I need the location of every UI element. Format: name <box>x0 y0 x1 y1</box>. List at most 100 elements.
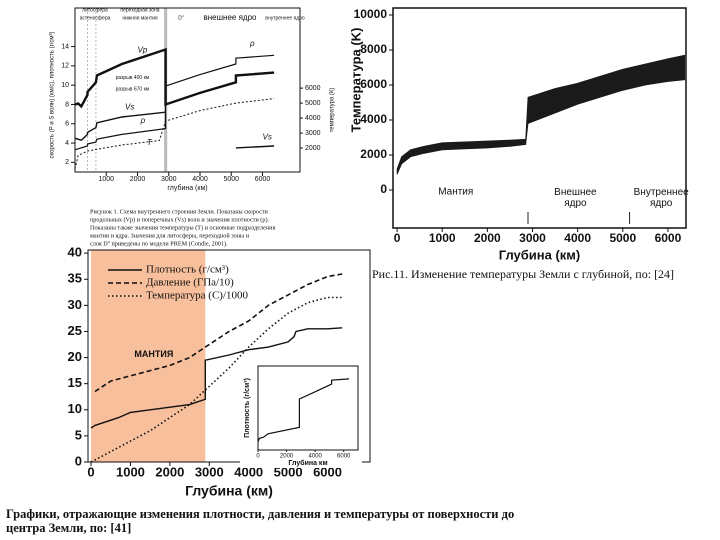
y-tick-label: 5 <box>75 427 82 442</box>
legend-label: Плотность (г/см³) <box>146 264 229 276</box>
x-tick-label: 6000 <box>337 454 351 460</box>
region-label: Мантия <box>438 187 473 198</box>
x-tick-label: 5000 <box>274 464 303 479</box>
chart-3: 0 2000 4000 6000 Глубина км Плотность (г/см³) <box>244 365 359 467</box>
y-tick-label: 8 <box>65 101 69 108</box>
series-label: ρ <box>140 116 146 125</box>
plot-area <box>75 8 300 172</box>
caption: Рис.11. Изменение температуры Земли с гл… <box>372 267 674 281</box>
x-tick-label: 6000 <box>255 176 271 183</box>
y-tick-label: 6000 <box>360 77 387 91</box>
x-tick-label: 2000 <box>474 231 501 245</box>
caption-line: продольных (Vp) и поперечных (Vs) волн и… <box>90 216 270 223</box>
y-tick-label: 20 <box>68 349 82 364</box>
y2-axis-label: температура (К) <box>330 88 336 133</box>
x-tick-label: 6000 <box>655 231 682 245</box>
y-tick-label: 8000 <box>360 42 387 56</box>
y2-tick-label: 6000 <box>305 85 321 92</box>
region-label: внутреннее ядро <box>265 15 305 21</box>
series-label: Vp <box>138 45 148 54</box>
x-tick-label: 3000 <box>161 176 177 183</box>
y-axis-label: скорость (Р и S волн) (км/с), плотность … <box>50 31 56 158</box>
x-axis-label: Глубина км <box>288 459 327 467</box>
data-line <box>257 378 350 442</box>
annotation: разрыв 670 км <box>116 86 150 92</box>
data-line <box>74 47 275 109</box>
legend-label: Давление (ГПа/10) <box>146 277 234 289</box>
region-label: Внешнее ядро <box>554 187 597 209</box>
y2-tick-label: 5000 <box>305 100 321 107</box>
plot-frame <box>257 365 359 451</box>
region-label: переходная зона <box>120 7 159 13</box>
y2-tick-label: 4000 <box>305 115 321 122</box>
x-tick-label: 1000 <box>116 464 145 479</box>
y2-tick-label: 3000 <box>305 130 321 137</box>
y2-tick-label: 2000 <box>305 145 321 152</box>
region-label: Внутреннее ядро <box>634 187 690 209</box>
data-line <box>90 296 343 463</box>
shaded-region <box>91 250 206 462</box>
x-tick-label: 0 <box>394 231 401 245</box>
data-line <box>74 111 275 149</box>
x-axis-label: Глубина (км) <box>499 247 581 262</box>
chart-0: 1000 2000 3000 4000 5000 6000 2 4 6 8 10 12 14 2000 30… <box>50 7 336 247</box>
y-tick-label: 0 <box>75 453 82 468</box>
series-label: Vs <box>125 102 134 111</box>
caption-line: Показаны также значения температуры (T) … <box>90 224 275 231</box>
data-line <box>94 273 343 393</box>
plot-frame <box>392 7 687 229</box>
x-tick-label: 4000 <box>234 464 263 479</box>
x-tick-label: 0 <box>256 454 260 460</box>
x-tick-label: 5000 <box>609 231 636 245</box>
caption-line: Графики, отражающие изменения плотности,… <box>6 507 514 521</box>
data-line <box>90 327 343 429</box>
plot-frame <box>74 7 301 173</box>
x-tick-label: 2000 <box>130 176 146 183</box>
x-tick-label: 4000 <box>192 176 208 183</box>
series-label: ρ <box>249 39 255 48</box>
y-tick-label: 10 <box>61 82 69 89</box>
y-tick-label: 12 <box>61 63 69 70</box>
x-axis-label: Глубина (км) <box>185 483 273 499</box>
y-tick-label: 14 <box>61 43 69 50</box>
caption-line: центра Земли, по: [41] <box>6 521 131 535</box>
annotation: МАНТИЯ <box>134 349 173 359</box>
chart-2: 0 1000 2000 3000 4000 5000 6000 0 5 10 15 20 25 30 35 4… <box>6 245 514 535</box>
y-tick-label: 35 <box>68 271 82 286</box>
region-label: нижняя мантия <box>122 15 158 21</box>
y-tick-label: 4 <box>65 140 69 147</box>
y-tick-label: 10000 <box>354 7 388 21</box>
temperature-band <box>396 54 686 175</box>
x-tick-label: 1000 <box>98 176 114 183</box>
x-tick-label: 2000 <box>155 464 184 479</box>
y-tick-label: 15 <box>68 375 82 390</box>
y-tick-label: 6 <box>65 121 69 128</box>
x-tick-label: 4000 <box>308 454 322 460</box>
x-tick-label: 5000 <box>223 176 239 183</box>
x-tick-label: 2000 <box>280 454 294 460</box>
y-tick-label: 0 <box>380 182 387 196</box>
x-tick-label: 3000 <box>195 464 224 479</box>
plot-area <box>258 366 358 450</box>
y-tick-label: 4000 <box>360 112 387 126</box>
annotation: разрыв 400 км <box>116 75 150 81</box>
region-label: астеносфера <box>80 15 111 21</box>
caption-line: Рисунок 1. Схема внутреннего строения Зе… <box>90 208 269 215</box>
region-label: литосфера <box>82 7 108 13</box>
x-tick-label: 4000 <box>564 231 591 245</box>
caption-line: мантии и ядра. Значения для литосферы, п… <box>90 232 250 239</box>
y-tick-label: 25 <box>68 323 82 338</box>
chart-1: 0 1000 2000 3000 4000 5000 6000 0 2000 4000 6000 80… <box>348 7 689 281</box>
y-tick-label: 10 <box>68 401 82 416</box>
region-label: внешнее ядро <box>204 13 258 22</box>
y-tick-label: 30 <box>68 297 82 312</box>
x-tick-label: 1000 <box>429 231 456 245</box>
caption-line: слоя D'' приведены по модели PREM (Condi… <box>90 240 228 247</box>
x-tick-label: 6000 <box>313 464 342 479</box>
plot-frame <box>87 249 371 463</box>
x-tick-label: 3000 <box>519 231 546 245</box>
x-axis-label: глубина (км) <box>167 184 207 192</box>
data-line <box>74 54 275 151</box>
